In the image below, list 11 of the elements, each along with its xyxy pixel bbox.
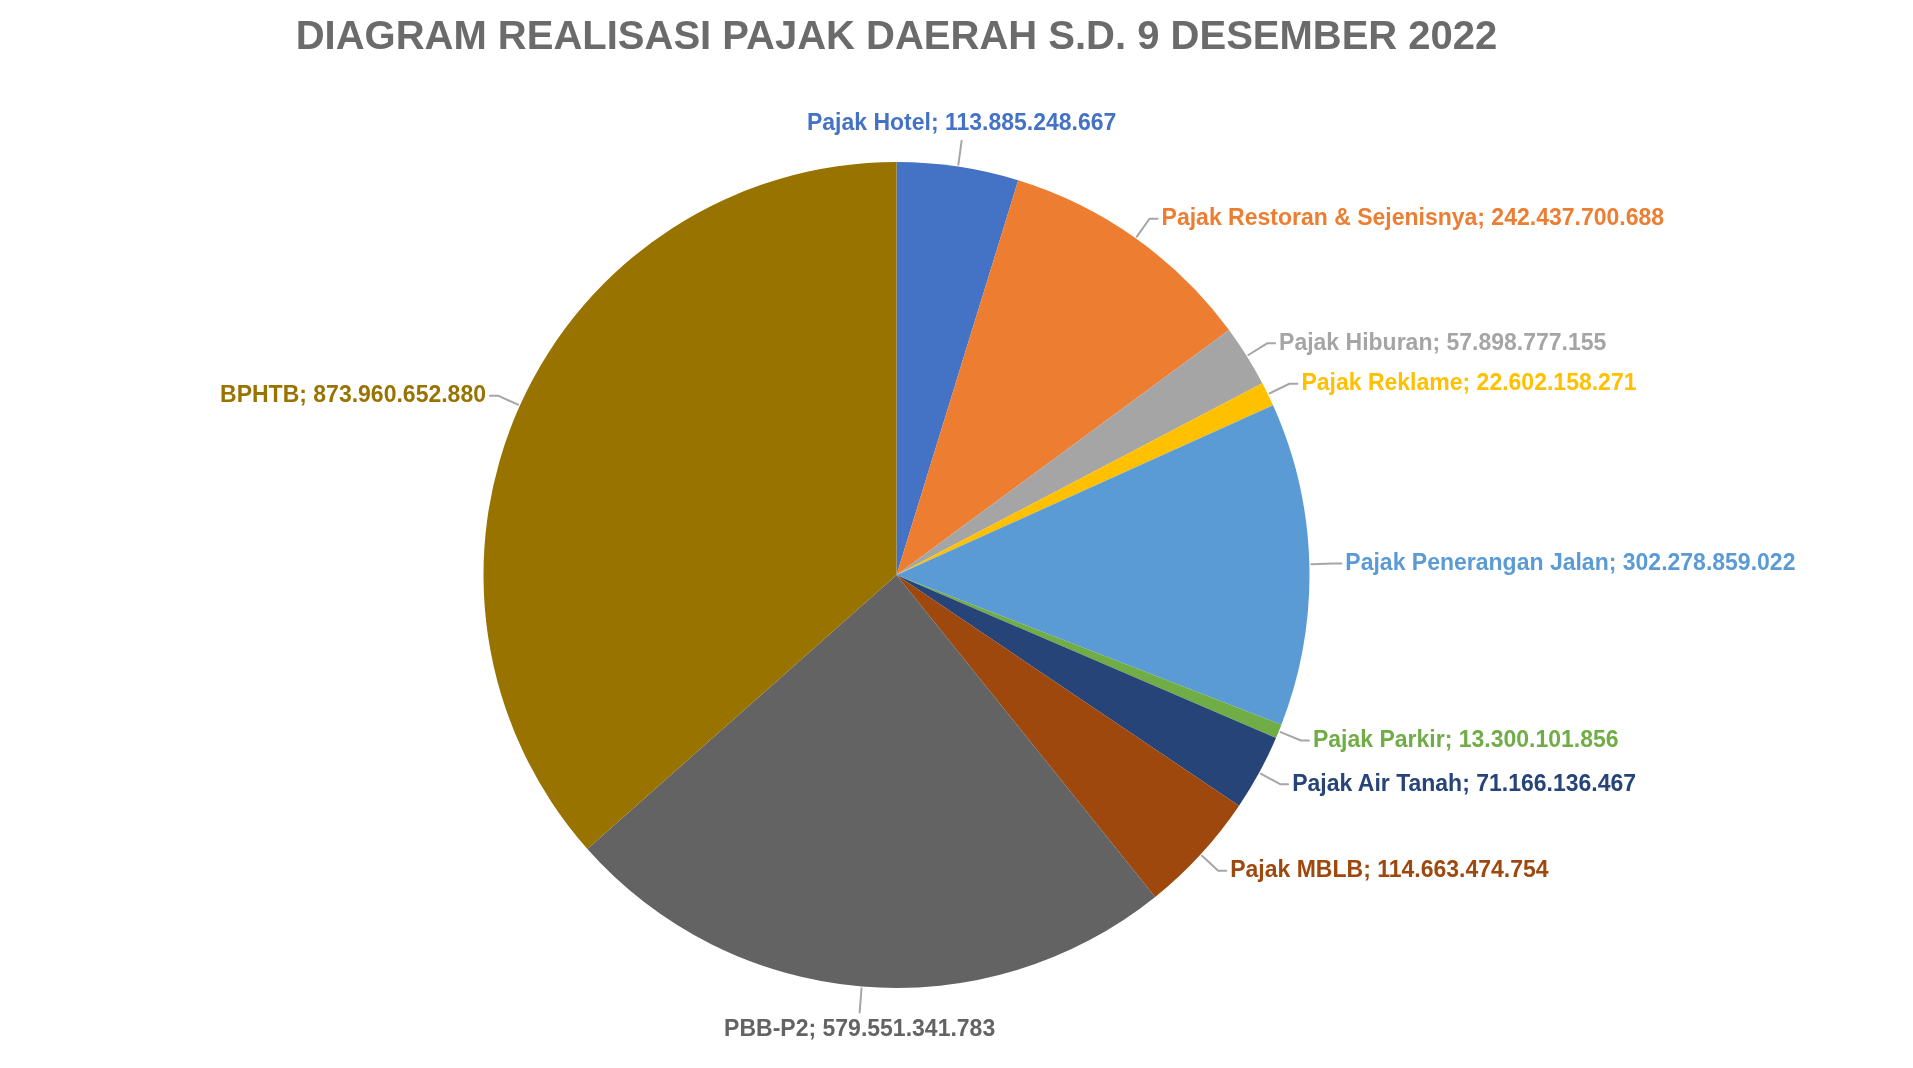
slice-label: Pajak Penerangan Jalan; 302.278.859.022 [1345, 548, 1796, 575]
slice-label: Pajak Restoran & Sejenisnya; 242.437.700.688 [1161, 204, 1665, 231]
slice-label: Pajak MBLB; 114.663.474.754 [1230, 856, 1549, 883]
slice-label: BPHTB; 873.960.652.880 [220, 381, 486, 408]
slice-label: Pajak Air Tanah; 71.166.136.467 [1292, 769, 1637, 796]
chart-title: DIAGRAM REALISASI PAJAK DAERAH S.D. 9 DESEMBER 2022 [295, 13, 1498, 58]
slice-label: Pajak Reklame; 22.602.158.271 [1301, 369, 1637, 396]
slice-label: Pajak Hiburan; 57.898.777.155 [1279, 328, 1607, 355]
slice-label: PBB-P2; 579.551.341.783 [724, 1014, 996, 1041]
slice-label: Pajak Parkir; 13.300.101.856 [1312, 725, 1619, 752]
slice-label: Pajak Hotel; 113.885.248.667 [806, 109, 1117, 136]
